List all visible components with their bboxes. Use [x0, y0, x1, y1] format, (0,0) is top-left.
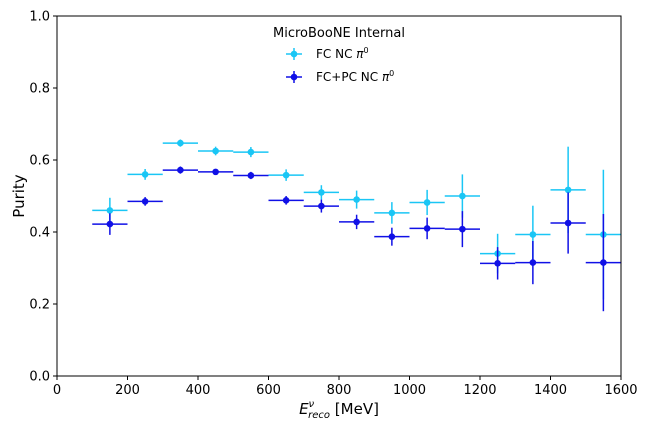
- y-tick-label: 0.2: [29, 298, 50, 313]
- data-point: [106, 220, 114, 228]
- legend-label: FC NC π0: [316, 46, 369, 61]
- data-point: [564, 219, 572, 227]
- data-point: [177, 139, 184, 147]
- data-point: [247, 172, 255, 179]
- y-tick-label: 0.6: [29, 154, 50, 169]
- y-tick-label: 1.0: [29, 10, 50, 25]
- data-point: [212, 168, 219, 176]
- data-point: [353, 218, 360, 226]
- data-point: [212, 147, 219, 155]
- data-point: [423, 199, 431, 206]
- x-tick-label: 800: [327, 383, 352, 398]
- data-point: [529, 231, 537, 238]
- legend-label-sup: 0: [389, 69, 394, 78]
- x-axis-label-unit: [MeV]: [330, 400, 379, 418]
- data-point: [247, 148, 255, 156]
- series-2: [92, 166, 621, 312]
- legend-marker: [290, 50, 298, 58]
- x-tick-label: 1200: [463, 383, 496, 398]
- data-point: [494, 260, 501, 267]
- data-point: [318, 189, 325, 196]
- x-axis-label-main: E: [299, 400, 309, 418]
- x-axis-ticks: 0 200 400 600 800 1000 1200 1400 1600: [53, 376, 638, 398]
- data-point: [529, 259, 537, 266]
- data-point: [388, 233, 396, 240]
- y-axis-ticks: 0.0 0.2 0.4 0.6 0.8 1.0: [29, 10, 57, 385]
- legend-label: FC+PC NC π0: [316, 69, 394, 84]
- legend-marker: [290, 73, 298, 81]
- legend-title: MicroBooNE Internal: [273, 26, 405, 41]
- x-tick-label: 1400: [534, 383, 567, 398]
- data-point: [423, 225, 431, 232]
- x-tick-label: 600: [256, 383, 281, 398]
- x-axis-label-sup: ν: [309, 399, 315, 410]
- data-point: [600, 259, 607, 266]
- data-point: [388, 209, 396, 217]
- data-point: [353, 196, 360, 203]
- x-tick-label: 1600: [604, 383, 637, 398]
- legend-entry-2: FC+PC NC π0: [286, 69, 394, 84]
- data-point: [141, 171, 149, 178]
- plot-marks: [92, 139, 621, 312]
- legend-label-symbol: π: [382, 70, 390, 84]
- y-axis-label: Purity: [10, 174, 28, 218]
- data-point: [459, 192, 466, 200]
- legend-entry-1: FC NC π0: [286, 46, 369, 61]
- data-point: [564, 186, 572, 194]
- x-axis-label-sub: reco: [308, 410, 330, 421]
- legend-label-text: FC NC: [316, 47, 356, 61]
- data-point: [141, 198, 149, 205]
- data-point: [177, 166, 184, 174]
- y-tick-label: 0.4: [29, 226, 50, 241]
- x-axis-label: Eν reco [MeV]: [299, 399, 379, 421]
- y-tick-label: 0.8: [29, 82, 50, 97]
- data-point: [318, 202, 325, 210]
- data-point: [282, 197, 290, 204]
- y-tick-label: 0.0: [29, 370, 50, 385]
- legend-label-symbol: π: [356, 47, 364, 61]
- legend-label-text: FC+PC NC: [316, 70, 382, 84]
- legend-label-sup: 0: [364, 46, 369, 55]
- data-point: [106, 207, 114, 214]
- x-tick-label: 400: [186, 383, 211, 398]
- data-point: [459, 225, 466, 233]
- x-tick-label: 0: [53, 383, 61, 398]
- x-tick-label: 200: [115, 383, 140, 398]
- data-point: [282, 171, 290, 179]
- x-tick-label: 1000: [393, 383, 426, 398]
